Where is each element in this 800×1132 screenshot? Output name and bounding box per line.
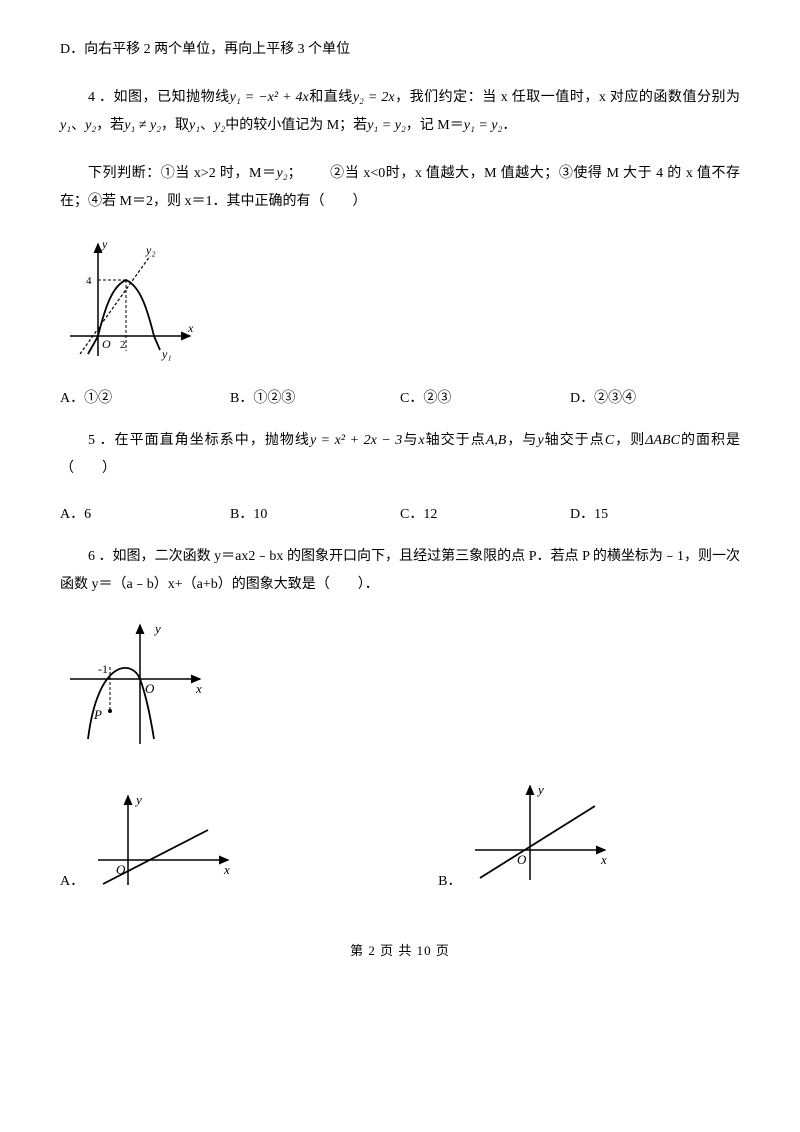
page-footer: 第 2 页 共 10 页 [60,940,740,959]
q4-t8: ． [502,118,516,133]
neg1-label: -1 [98,662,108,676]
tick-4: 4 [86,275,92,287]
q5-options: A．6 B．10 C．12 D．15 [60,503,740,523]
q6-opt-a-cell: A． y x O [60,780,238,890]
q4-y1: y₁ [60,118,71,133]
y-label: y [536,782,544,797]
q5-t4: ，与 [506,433,537,448]
q4-t2: 和直线 [309,90,353,105]
q4-opt-d: D．②③④ [570,387,740,407]
q4-t3: ，我们约定：当 x 任取一值时，x 对应的函数值分别为 [395,90,740,105]
q5-eq: y = x² + 2x − 3 [310,433,402,448]
x-label: x [600,852,607,867]
q4-neq: y₁ ≠ y₂ [124,118,161,133]
q4-y2: y₂ [85,118,96,133]
q4-eq: y₁ = y₂ [367,118,406,133]
point-p [108,709,112,713]
line-b [480,806,595,878]
q5-tri: ΔABC [645,433,680,448]
q4-sep2: 、 [200,118,214,133]
q6-opt-a-label: A． [60,870,84,890]
q5-t6: ，则 [614,433,645,448]
x-axis-label: x [187,321,194,335]
q4-y1b: y₁ [189,118,200,133]
page: D．向右平移 2 两个单位，再向上平移 3 个单位 4 ．如图，已知抛物线y₁ … [0,0,800,979]
q4-opt-b: B．①②③ [230,387,400,407]
q6-opt-b-cell: B． y x O [438,780,615,890]
q5-stem: 5 ．在平面直角坐标系中，抛物线y = x² + 2x − 3与x轴交于点A,B… [60,427,740,483]
q5-ab: A,B [486,433,507,448]
q4-eq2: y₂ = 2x [353,90,395,105]
q5-opt-c: C．12 [400,503,570,523]
p-label: P [93,707,102,722]
o-label: O [145,681,155,696]
q5-opt-a: A．6 [60,503,230,523]
y-label: y [153,621,161,636]
q4-y2b: y₂ [214,118,225,133]
parabola-y1-left [88,336,98,354]
q4-stem-1: 4 ．如图，已知抛物线y₁ = −x² + 4x和直线y₂ = 2x，我们约定：… [60,84,740,140]
tick-2: 2 [120,339,126,351]
q3-option-d: D．向右平移 2 两个单位，再向上平移 3 个单位 [60,36,740,64]
q4-t4: ，若 [96,118,124,133]
q6-opt-b-label: B． [438,870,461,890]
q6-b-svg: y x O [465,780,615,890]
o-label: O [517,852,527,867]
line-y2 [80,256,150,354]
q6-a-svg: y x O [88,790,238,890]
q5-t3: 轴交于点 [425,433,486,448]
q5-t1: 5 ．在平面直角坐标系中，抛物线 [88,433,310,448]
q4-st1: 下列判断：①当 x>2 时，M＝ [88,166,277,181]
q6-figure-main: y x O -1 P [60,619,740,754]
q5-t2: 与 [402,433,418,448]
q4-stem-2: 下列判断：①当 x>2 时，M＝y₂； ②当 x<0时，x 值越大，M 值越大；… [60,160,740,216]
q6-stem: 6 ．如图，二次函数 y＝ax2﹣bx 的图象开口向下，且经过第三象限的点 P．… [60,543,740,599]
y2-curve-label: y₂ [145,243,156,257]
q5-t5: 轴交于点 [544,433,605,448]
q4-t1: 4 ．如图，已知抛物线 [88,90,230,105]
q5-opt-b: B．10 [230,503,400,523]
q4-eq1: y₁ = −x² + 4x [230,90,309,105]
q4-graph-svg: y x O 2 4 y₂ y₁ [60,236,200,366]
q4-options: A．①② B．①②③ C．②③ D．②③④ [60,387,740,407]
x-label: x [223,862,230,877]
q4-figure: y x O 2 4 y₂ y₁ [60,236,740,371]
q4-opt-a: A．①② [60,387,230,407]
q4-t5: ，取 [161,118,189,133]
x-label: x [195,681,202,696]
q5-c: C [605,433,614,448]
q4-my2: y₂ [277,166,288,181]
y-label: y [134,792,142,807]
q4-t6: 中的较小值记为 M；若 [225,118,367,133]
q4-t7: ，记 M＝ [406,118,464,133]
y-axis-label: y [101,237,108,251]
origin-label: O [102,337,111,351]
o-label: O [116,862,126,877]
q4-eqb: y₁ = y₂ [464,118,503,133]
q5-opt-d: D．15 [570,503,740,523]
q6-main-svg: y x O -1 P [60,619,210,749]
y1-curve-label: y₁ [161,347,172,361]
q4-sep1: 、 [71,118,85,133]
q4-opt-c: C．②③ [400,387,570,407]
q6-options-row: A． y x O B． y x O [60,770,740,890]
